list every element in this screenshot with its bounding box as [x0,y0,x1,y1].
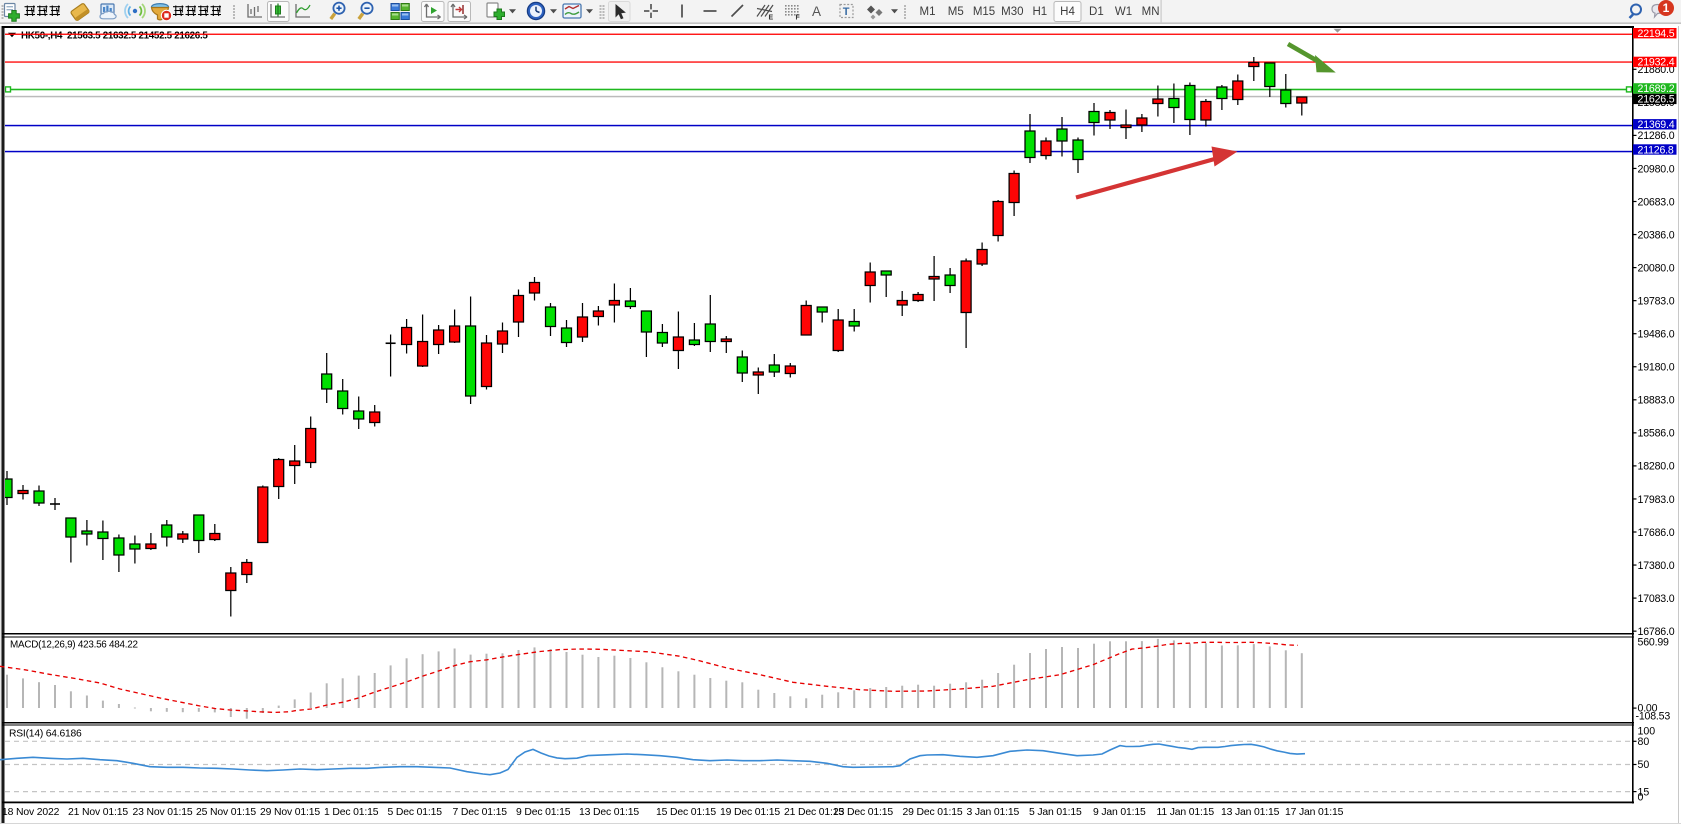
svg-text:19783.0: 19783.0 [1638,295,1675,307]
svg-text:100: 100 [1638,726,1656,738]
svg-text:23 Dec 01:15: 23 Dec 01:15 [833,807,893,818]
svg-text:15 Dec 01:15: 15 Dec 01:15 [656,807,716,818]
svg-text:18586.0: 18586.0 [1638,428,1675,440]
svg-text:21286.0: 21286.0 [1638,130,1675,142]
svg-text:21689.2: 21689.2 [1638,83,1675,95]
svg-text:1: 1 [1663,1,1670,15]
svg-text:21369.4: 21369.4 [1638,119,1675,131]
svg-text:H4: H4 [1060,6,1075,18]
svg-text:80: 80 [1638,736,1650,748]
svg-text:18883.0: 18883.0 [1638,395,1675,407]
svg-text:20080.0: 20080.0 [1638,262,1675,274]
svg-text:-108.53: -108.53 [1636,710,1671,722]
svg-text:25 Nov 01:15: 25 Nov 01:15 [196,807,256,818]
svg-text:18280.0: 18280.0 [1638,461,1675,473]
svg-text:20683.0: 20683.0 [1638,196,1675,208]
svg-text:T: T [843,6,850,18]
svg-text:19 Dec 01:15: 19 Dec 01:15 [720,807,780,818]
svg-text:20980.0: 20980.0 [1638,163,1675,175]
svg-text:0: 0 [1638,792,1644,804]
svg-text:F: F [796,15,801,22]
svg-text:MN: MN [1142,6,1160,18]
svg-text:18 Nov 2022: 18 Nov 2022 [2,807,60,818]
svg-text:22194.5: 22194.5 [1638,28,1675,40]
svg-text:M30: M30 [1001,6,1023,18]
svg-text:1 Dec 01:15: 1 Dec 01:15 [324,807,379,818]
svg-text:19180.0: 19180.0 [1638,362,1675,374]
svg-text:D1: D1 [1089,6,1104,18]
svg-text:7 Dec 01:15: 7 Dec 01:15 [453,807,508,818]
svg-text:21626.5: 21626.5 [1638,94,1675,106]
svg-text:M15: M15 [973,6,995,18]
svg-text:E: E [769,15,774,22]
svg-text:560.99: 560.99 [1638,637,1670,649]
svg-text:21126.8: 21126.8 [1638,144,1674,156]
svg-text:9 Dec 01:15: 9 Dec 01:15 [516,807,571,818]
svg-text:M5: M5 [948,6,964,18]
svg-text:19486.0: 19486.0 [1638,329,1675,341]
svg-text:H1: H1 [1032,6,1047,18]
svg-text:17983.0: 17983.0 [1638,494,1675,506]
svg-text:5 Dec 01:15: 5 Dec 01:15 [388,807,443,818]
svg-text:5 Jan 01:15: 5 Jan 01:15 [1029,807,1082,818]
svg-text:50: 50 [1638,759,1650,771]
svg-text:20386.0: 20386.0 [1638,229,1675,241]
svg-text:HK50-,H4 21563.5 21632.5 2145: HK50-,H4 21563.5 21632.5 21452.5 21626.5 [21,31,208,42]
svg-text:A: A [812,4,821,19]
svg-text:9 Jan 01:15: 9 Jan 01:15 [1093,807,1146,818]
svg-text:RSI(14) 64.6186: RSI(14) 64.6186 [9,729,82,740]
svg-text:3 Jan 01:15: 3 Jan 01:15 [967,807,1020,818]
svg-text:MACD(12,26,9) 423.56 484.22: MACD(12,26,9) 423.56 484.22 [10,640,138,651]
svg-text:11 Jan 01:15: 11 Jan 01:15 [1157,807,1215,818]
svg-text:M1: M1 [920,6,936,18]
svg-text:21 Dec 01:15: 21 Dec 01:15 [784,807,844,818]
svg-text:13 Jan 01:15: 13 Jan 01:15 [1221,807,1280,818]
svg-text:21 Nov 01:15: 21 Nov 01:15 [68,807,128,818]
svg-text:17 Jan 01:15: 17 Jan 01:15 [1285,807,1344,818]
svg-text:16786.0: 16786.0 [1638,626,1675,638]
svg-text:W1: W1 [1115,6,1132,18]
svg-text:15: 15 [1638,786,1650,798]
svg-text:21932.4: 21932.4 [1638,57,1675,69]
svg-text:29 Nov 01:15: 29 Nov 01:15 [260,807,320,818]
svg-text:0.00: 0.00 [1638,703,1658,715]
svg-text:17083.0: 17083.0 [1638,593,1675,605]
svg-text:13 Dec 01:15: 13 Dec 01:15 [579,807,639,818]
svg-text:29 Dec 01:15: 29 Dec 01:15 [903,807,963,818]
svg-text:17686.0: 17686.0 [1638,527,1675,539]
svg-text:23 Nov 01:15: 23 Nov 01:15 [133,807,193,818]
svg-text:17380.0: 17380.0 [1638,560,1675,572]
